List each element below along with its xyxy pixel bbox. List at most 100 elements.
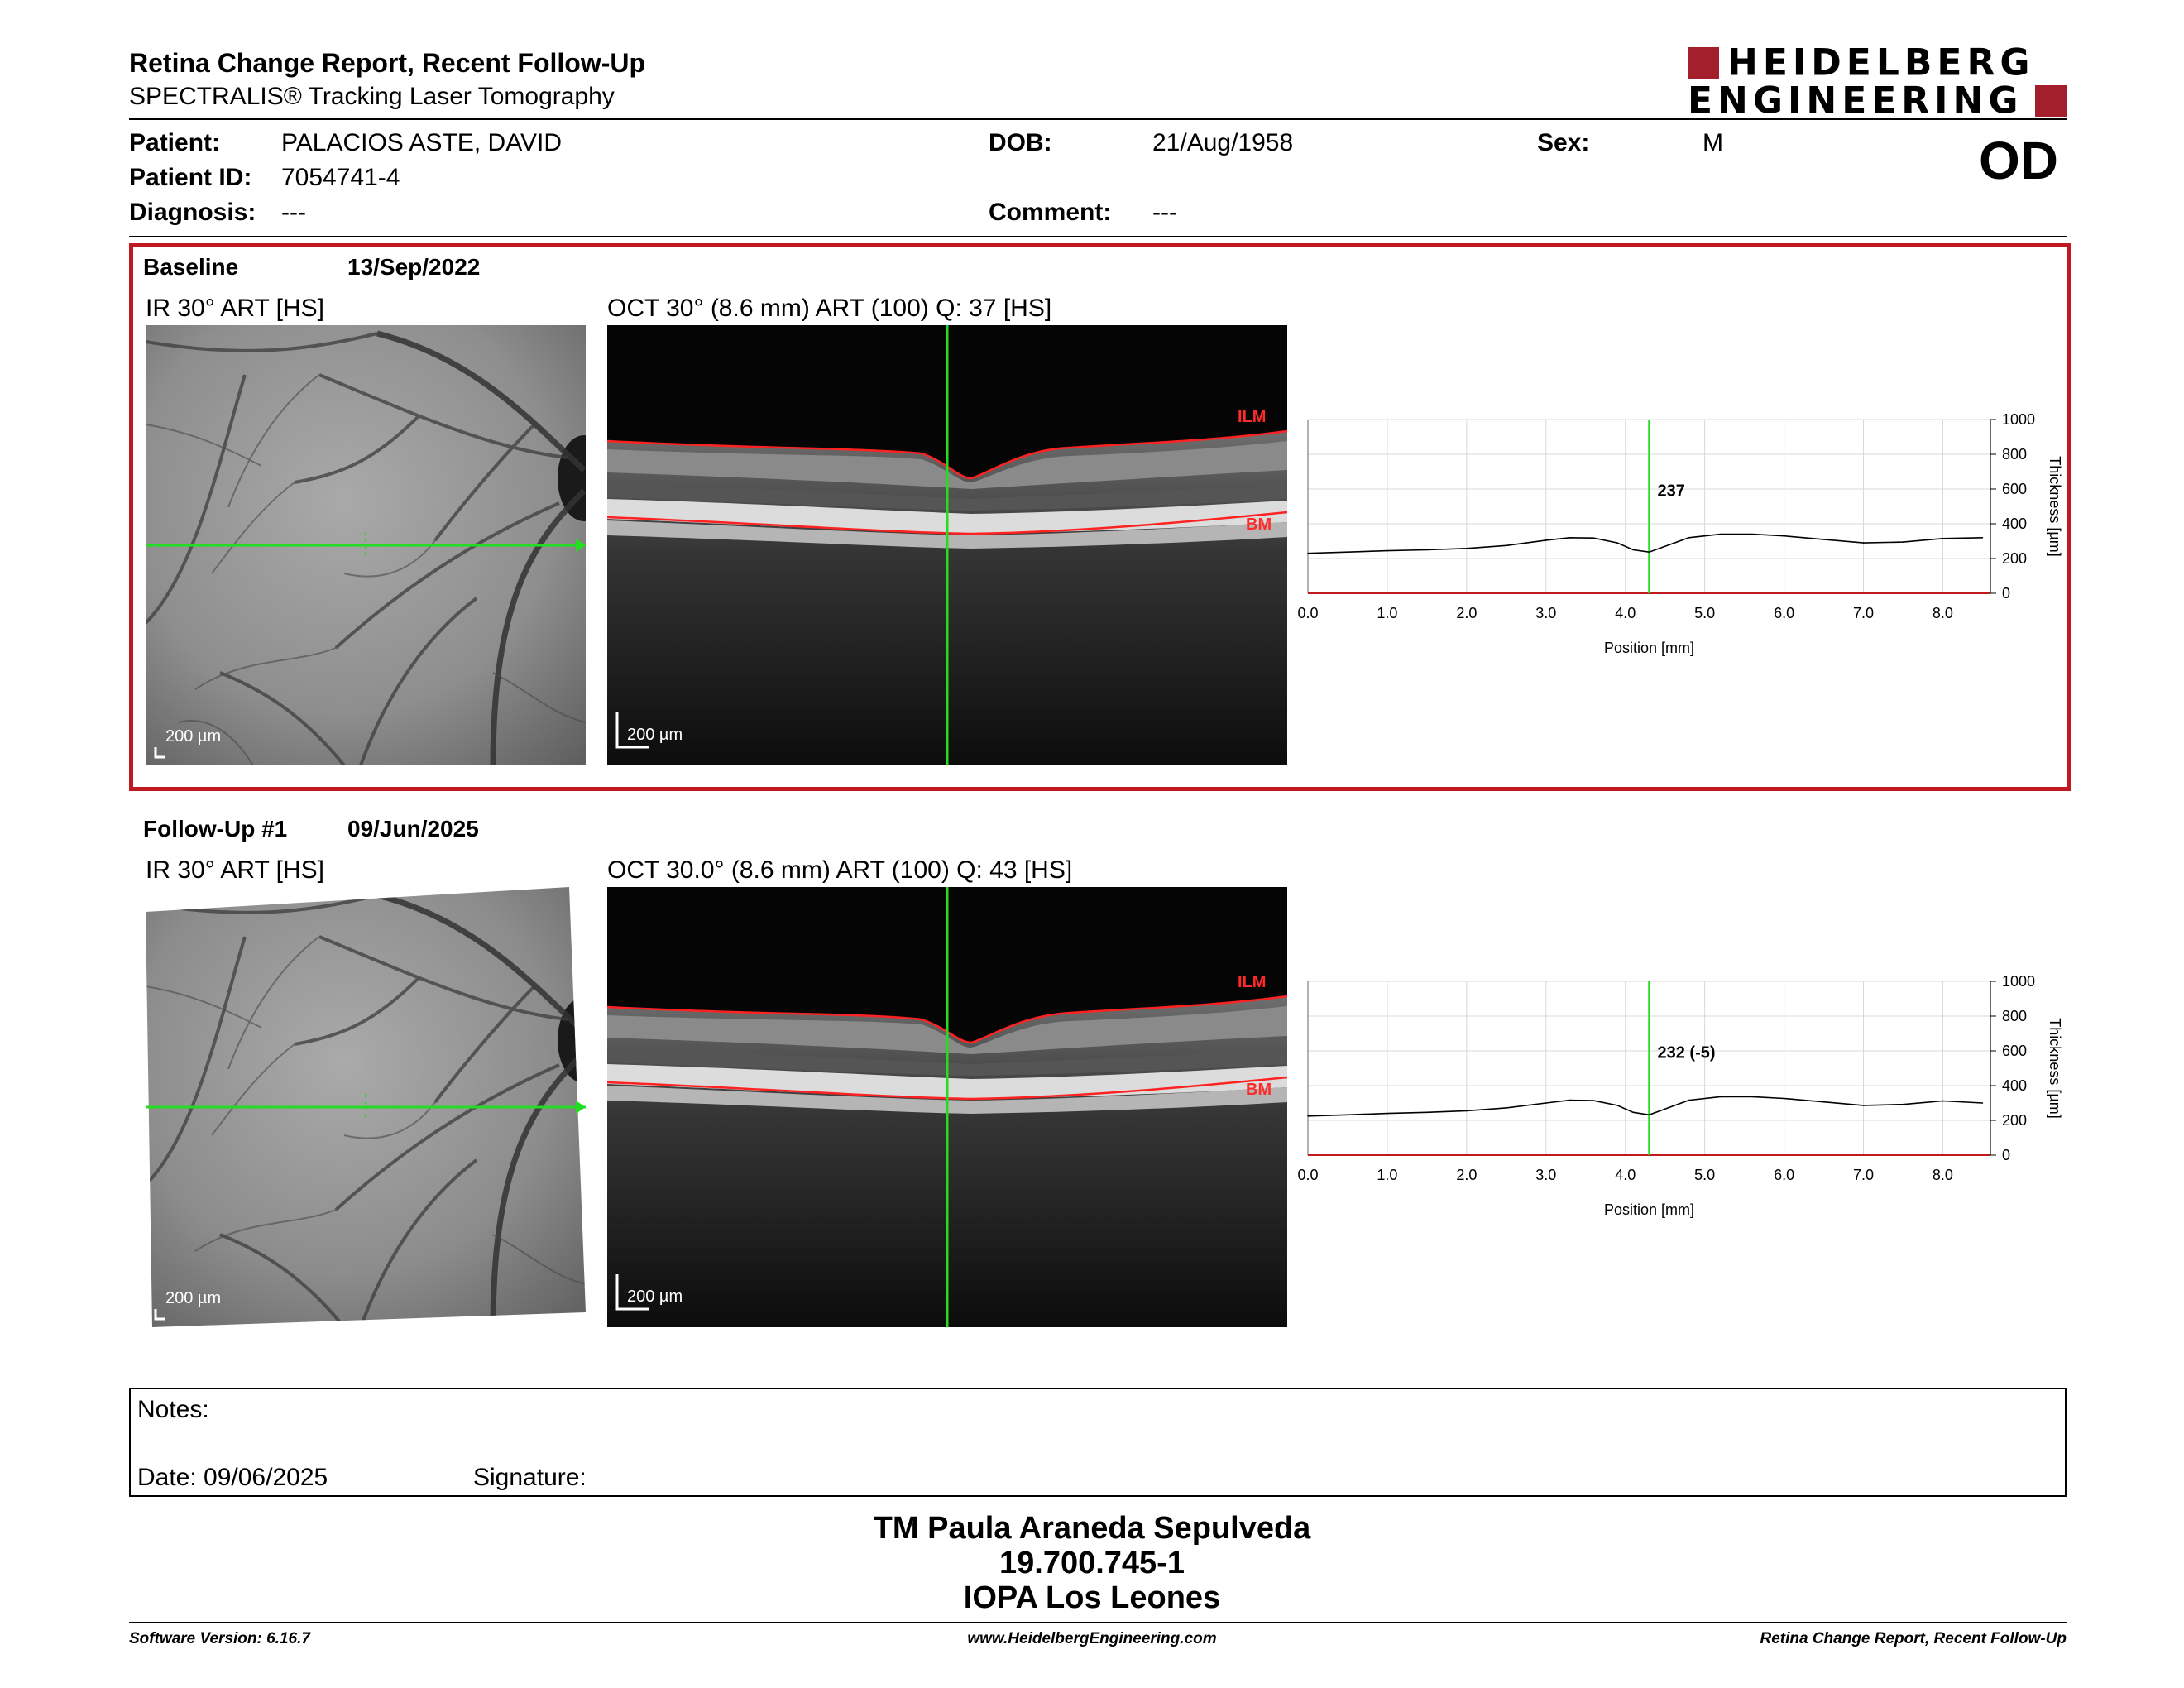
comment-label: Comment: <box>989 199 1112 226</box>
comment-value: --- <box>1152 199 1177 226</box>
x-tick-label: 0.0 <box>1297 605 1318 621</box>
followup-oct-image[interactable]: ILM BM 200 µm <box>607 887 1287 1327</box>
followup-oct-svg <box>607 887 1287 1327</box>
notes-date: Date: 09/06/2025 <box>137 1464 328 1491</box>
thickness-series-line <box>1307 1096 1983 1117</box>
y-tick-label: 0 <box>2002 585 2010 602</box>
footer-software-version: Software Version: 6.16.7 <box>129 1630 310 1647</box>
baseline-oct-image[interactable]: ILM BM 200 µm <box>607 325 1287 765</box>
baseline-bm-label: BM <box>1246 516 1272 534</box>
x-tick-label: 4.0 <box>1615 605 1636 621</box>
y-tick-label: 800 <box>2002 446 2027 463</box>
thickness-data-point <box>1592 537 1595 539</box>
followup-oct-title: OCT 30.0° (8.6 mm) ART (100) Q: 43 [HS] <box>607 856 1073 884</box>
patient-id-label: Patient ID: <box>129 164 252 191</box>
stamp-name: TM Paula Araneda Sepulveda <box>873 1511 1311 1546</box>
thickness-data-point <box>1902 541 1904 543</box>
baseline-oct-svg <box>607 325 1287 765</box>
baseline-ilm-label: ILM <box>1238 408 1267 426</box>
patient-divider <box>129 236 2067 237</box>
followup-thickness-chart: 0.0 1.0 2.0 3.0 4.0 5.0 6.0 7.0 8.0 0 200 400 600 800… <box>1291 971 2085 1244</box>
thickness-data-point <box>1592 1100 1595 1101</box>
thickness-data-point <box>1862 1105 1865 1106</box>
thickness-data-point <box>1751 533 1753 535</box>
thickness-data-point <box>1616 542 1618 544</box>
dob-value: 21/Aug/1958 <box>1152 129 1294 156</box>
patient-name: PALACIOS ASTE, DAVID <box>281 129 562 156</box>
y-tick-label: 600 <box>2002 1043 2027 1059</box>
thickness-data-point <box>1347 551 1348 553</box>
thickness-data-point <box>1616 1105 1618 1106</box>
x-tick-label: 8.0 <box>1933 1167 1953 1183</box>
thickness-data-point <box>1426 1111 1428 1114</box>
thickness-data-point <box>1387 1112 1388 1115</box>
x-tick-label: 8.0 <box>1933 605 1953 621</box>
thickness-data-point <box>1307 1115 1309 1117</box>
thickness-data-point <box>1648 551 1650 553</box>
stamp-clinic: IOPA Los Leones <box>963 1580 1221 1615</box>
heidelberg-logo: HEIDELBERG ENGINEERING <box>1688 44 2068 119</box>
thickness-data-point <box>1347 1114 1348 1116</box>
y-tick-label: 400 <box>2002 516 2027 532</box>
diagnosis-value: --- <box>281 199 306 226</box>
thickness-data-point <box>1942 1100 1944 1102</box>
footer-website[interactable]: www.HeidelbergEngineering.com <box>967 1630 1217 1647</box>
thickness-data-point <box>1648 1114 1650 1116</box>
y-tick-label: 400 <box>2002 1077 2027 1094</box>
notes-label: Notes: <box>137 1396 209 1423</box>
thickness-data-point <box>1545 1102 1547 1104</box>
followup-label: Follow-Up #1 <box>143 816 288 842</box>
followup-bm-label: BM <box>1246 1081 1272 1099</box>
footer-divider <box>129 1622 2067 1623</box>
x-axis-label: Position [mm] <box>1604 640 1694 656</box>
y-tick-label: 200 <box>2002 550 2027 567</box>
baseline-date: 13/Sep/2022 <box>347 254 481 280</box>
baseline-ir-image[interactable]: 200 µm <box>146 325 586 765</box>
followup-ir-title: IR 30° ART [HS] <box>146 856 324 884</box>
logo-square-bottom <box>2035 85 2067 117</box>
baseline-oct-scale: 200 µm <box>627 726 683 744</box>
thickness-data-point <box>1569 537 1571 539</box>
followup-oct-scale: 200 µm <box>627 1288 683 1306</box>
x-tick-label: 2.0 <box>1456 605 1477 621</box>
baseline-ir-title: IR 30° ART [HS] <box>146 295 324 322</box>
thickness-data-point <box>1506 1107 1507 1109</box>
y-axis-label: Thickness [µm] <box>2047 456 2063 556</box>
thickness-data-point <box>1466 548 1468 549</box>
thickness-data-point <box>1664 545 1666 548</box>
header-divider <box>129 118 2067 120</box>
baseline-highlight-frame <box>129 243 2071 791</box>
baseline-ir-scale: 200 µm <box>165 727 222 746</box>
thickness-data-point <box>1307 552 1309 554</box>
y-axis-label: Thickness [µm] <box>2047 1018 2063 1118</box>
x-tick-label: 6.0 <box>1774 1167 1794 1183</box>
thickness-data-point <box>1545 539 1547 541</box>
thickness-data-point <box>1506 544 1507 547</box>
thickness-data-point <box>1822 539 1825 540</box>
notes-box[interactable]: Notes: Date: 09/06/2025 Signature: <box>129 1388 2067 1497</box>
eye-indicator: OD <box>1979 131 2058 190</box>
baseline-oct-title: OCT 30° (8.6 mm) ART (100) Q: 37 [HS] <box>607 295 1052 322</box>
thickness-data-point <box>1688 1099 1690 1101</box>
diagnosis-label: Diagnosis: <box>129 199 256 226</box>
thickness-data-point <box>1569 1099 1571 1101</box>
report-title: Retina Change Report, Recent Follow-Up <box>129 48 646 78</box>
x-tick-label: 3.0 <box>1535 605 1556 621</box>
y-tick-label: 600 <box>2002 481 2027 497</box>
x-tick-label: 1.0 <box>1377 1167 1397 1183</box>
thickness-value-label: 237 <box>1658 482 1685 500</box>
x-tick-label: 4.0 <box>1615 1167 1636 1183</box>
logo-square-top <box>1688 47 1719 79</box>
thickness-data-point <box>1426 549 1428 551</box>
notes-signature-label: Signature: <box>473 1464 587 1491</box>
thickness-data-point <box>1387 549 1388 552</box>
baseline-label: Baseline <box>143 254 239 280</box>
thickness-data-point <box>1664 1108 1666 1110</box>
thickness-data-point <box>1942 538 1944 539</box>
x-tick-label: 7.0 <box>1853 1167 1874 1183</box>
followup-ir-image[interactable]: 200 µm <box>146 887 586 1327</box>
x-tick-label: 5.0 <box>1694 605 1715 621</box>
sex-label: Sex: <box>1537 129 1590 156</box>
thickness-data-point <box>1751 1096 1753 1098</box>
thickness-data-point <box>1981 1102 1984 1104</box>
